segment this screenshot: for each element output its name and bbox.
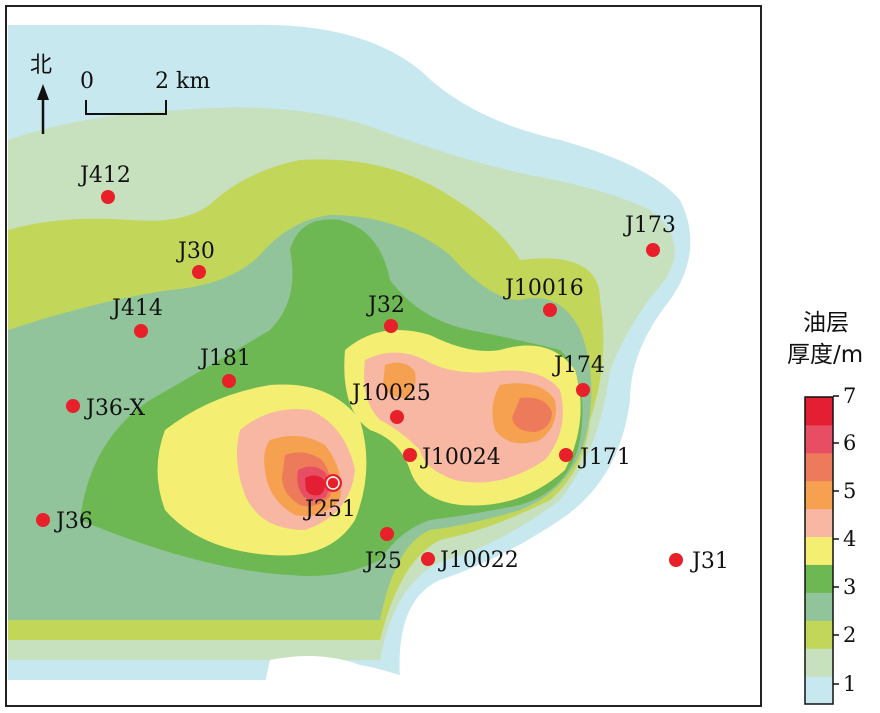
zone-deep-red — [305, 475, 325, 496]
well-marker — [669, 553, 683, 567]
legend-swatch — [805, 397, 833, 426]
map-area — [5, 5, 762, 707]
legend-tick-label: 3 — [843, 575, 856, 599]
scale-start: 0 — [80, 69, 94, 94]
legend-swatch — [805, 648, 833, 677]
legend-swatch — [805, 620, 833, 649]
well-label: J10025 — [350, 381, 431, 406]
legend-swatch — [805, 508, 833, 538]
well-label: J36-X — [84, 396, 145, 421]
well-label: J251 — [303, 497, 356, 522]
well-marker — [576, 383, 590, 397]
well-marker — [403, 448, 417, 462]
legend-tick-label: 2 — [843, 623, 856, 647]
legend-tick-label: 1 — [843, 672, 856, 696]
legend-tick-label: 5 — [843, 479, 856, 503]
well-label: J10016 — [503, 276, 584, 301]
well-label: J32 — [366, 293, 405, 318]
legend-ticks: 1 2 3 4 5 6 7 — [833, 384, 856, 696]
well-marker-ring — [326, 476, 340, 490]
legend-outline — [804, 396, 834, 705]
well-marker — [101, 190, 115, 204]
well-marker — [559, 448, 573, 462]
well-marker — [380, 527, 394, 541]
north-label: 北 — [30, 53, 52, 78]
well-marker — [66, 399, 80, 413]
zone-orange-mid — [383, 362, 416, 398]
well-label: J181 — [198, 346, 251, 371]
legend-tick-label: 7 — [843, 384, 856, 408]
legend: 油层 厚度/m 1 2 3 4 5 6 7 — [787, 310, 863, 705]
well-marker — [36, 513, 50, 527]
well-marker — [543, 303, 557, 317]
legend-tick-label: 4 — [843, 527, 856, 551]
well-marker — [134, 324, 148, 338]
well-label: J25 — [363, 549, 402, 574]
well-label: J174 — [552, 353, 605, 378]
well-label: J414 — [110, 296, 163, 321]
legend-color-bar — [804, 396, 834, 705]
legend-title-line2: 厚度/m — [787, 342, 863, 368]
zone-blank — [260, 656, 500, 706]
legend-tick-label: 6 — [843, 431, 856, 455]
well-label: J173 — [623, 213, 676, 238]
well-label: J36 — [54, 509, 93, 534]
legend-swatch — [805, 480, 833, 510]
well-label: J412 — [78, 163, 131, 188]
scale-bar: 0 2 km — [80, 69, 210, 115]
north-arrow: 北 — [30, 53, 52, 134]
legend-title-line1: 油层 — [803, 310, 849, 336]
well-label: J10022 — [438, 548, 519, 573]
wells: J412 J30 J414 J181 J36-X J36 J32 J10016 J173 J174… — [36, 163, 729, 574]
well-marker — [390, 410, 404, 424]
well-label: J31 — [690, 549, 729, 574]
well-marker — [646, 243, 660, 257]
legend-swatch — [805, 452, 833, 482]
legend-swatch — [805, 592, 833, 621]
legend-swatch — [805, 536, 833, 565]
well-label: J30 — [176, 239, 215, 264]
legend-swatch — [805, 564, 833, 593]
scale-end: 2 km — [155, 69, 210, 94]
well-marker — [192, 265, 206, 279]
well-marker — [421, 552, 435, 566]
well-marker — [384, 319, 398, 333]
well-label: J171 — [578, 445, 631, 470]
legend-swatch — [805, 424, 833, 454]
well-label: J10024 — [420, 445, 501, 470]
well-marker — [222, 374, 236, 388]
zone-salmon-east — [512, 397, 552, 432]
legend-swatch — [805, 676, 833, 705]
